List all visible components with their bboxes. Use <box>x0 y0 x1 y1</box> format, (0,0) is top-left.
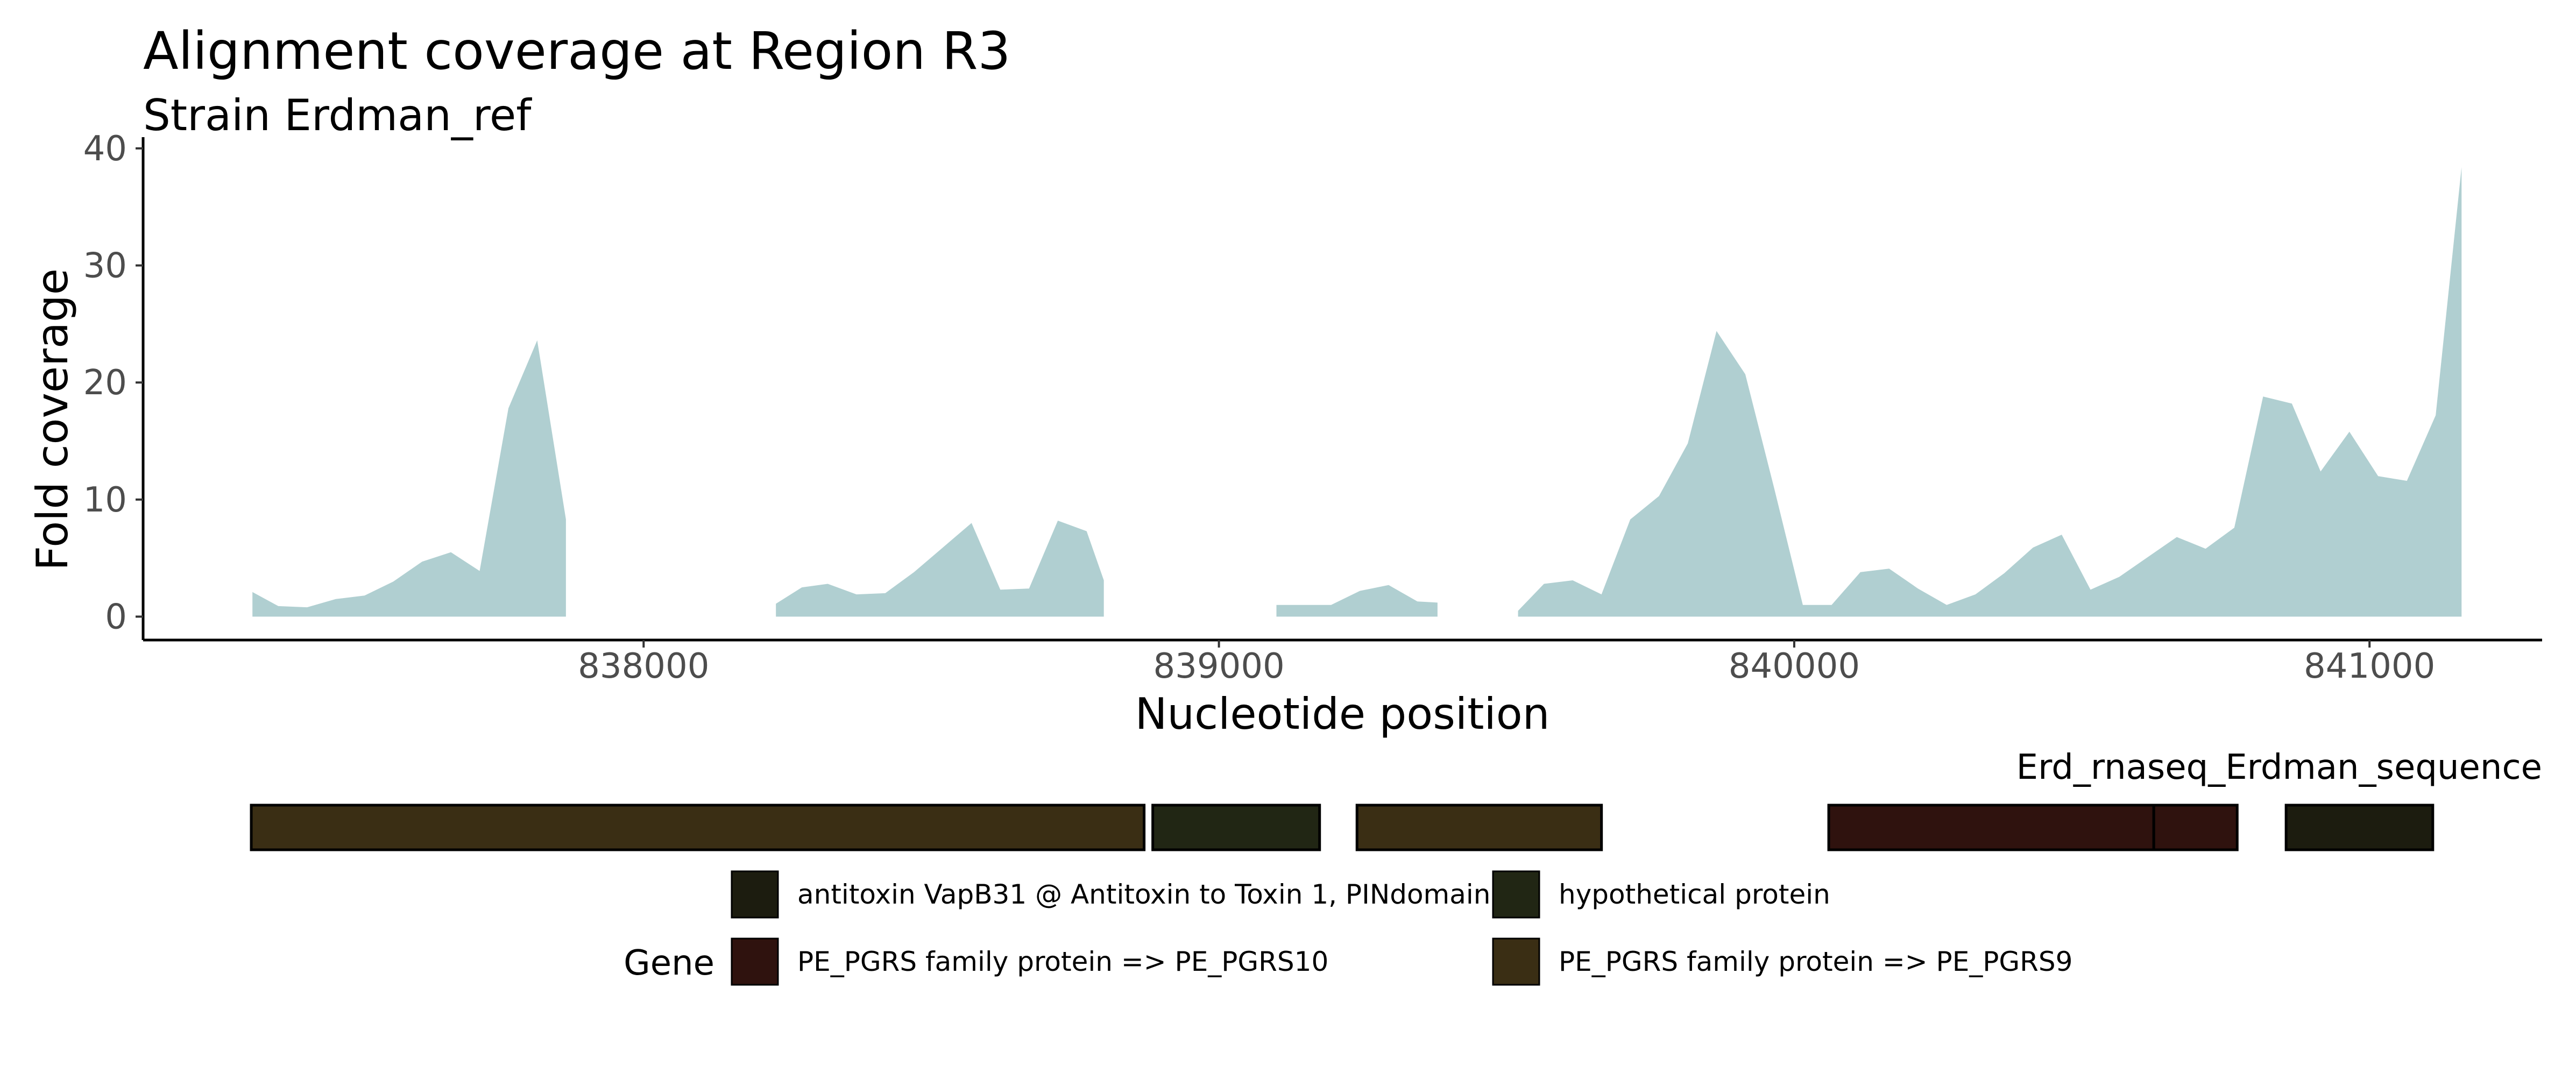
legend-key-1 <box>731 870 779 919</box>
y-tick-label: 10 <box>83 480 127 520</box>
coverage-area-segment-4 <box>1518 167 2462 617</box>
legend-title: Gene <box>624 943 714 983</box>
coverage-area-segment-3 <box>1276 585 1438 617</box>
x-tick-label: 840000 <box>1729 646 1860 686</box>
y-tick-label: 20 <box>83 363 127 403</box>
x-tick-label: 841000 <box>2304 646 2435 686</box>
gene-box-4[interactable] <box>1827 804 2155 851</box>
y-axis-title: Fold coverage <box>27 268 77 571</box>
gene-box-5[interactable] <box>2152 804 2239 851</box>
gene-track <box>250 804 2435 851</box>
gene-box-1[interactable] <box>250 804 1146 851</box>
legend-label-2: hypothetical protein <box>1559 879 1830 910</box>
legend-label-1: antitoxin VapB31 @ Antitoxin to Toxin 1,… <box>797 879 1490 910</box>
legend: antitoxin VapB31 @ Antitoxin to Toxin 1,… <box>731 870 2072 986</box>
chart-title: Alignment coverage at Region R3 <box>143 21 1011 81</box>
x-axis-title: Nucleotide position <box>1135 689 1550 739</box>
coverage-area-segment-1 <box>252 340 566 617</box>
gene-box-2[interactable] <box>1151 804 1321 851</box>
legend-key-4 <box>1492 937 1540 986</box>
x-tick-label: 838000 <box>578 646 709 686</box>
y-tick-label: 30 <box>83 246 127 286</box>
axes: 0 10 20 30 40 838000 839000 840000 841000 <box>83 129 2542 686</box>
legend-key-2 <box>1492 870 1540 919</box>
coverage-area-layer <box>252 167 2462 617</box>
legend-key-3 <box>731 937 779 986</box>
y-tick-label: 40 <box>83 129 127 169</box>
coverage-area-segment-2 <box>776 521 1104 617</box>
legend-label-3: PE_PGRS family protein => PE_PGRS10 <box>797 946 1328 977</box>
chart-subtitle: Strain Erdman_ref <box>143 90 532 140</box>
gene-box-6[interactable] <box>2284 804 2435 851</box>
legend-label-4: PE_PGRS family protein => PE_PGRS9 <box>1559 946 2072 977</box>
gene-track-label: Erd_rnaseq_Erdman_sequence <box>2016 748 2542 787</box>
gene-box-3[interactable] <box>1355 804 1603 851</box>
x-tick-label: 839000 <box>1153 646 1284 686</box>
y-tick-label: 0 <box>105 597 127 637</box>
